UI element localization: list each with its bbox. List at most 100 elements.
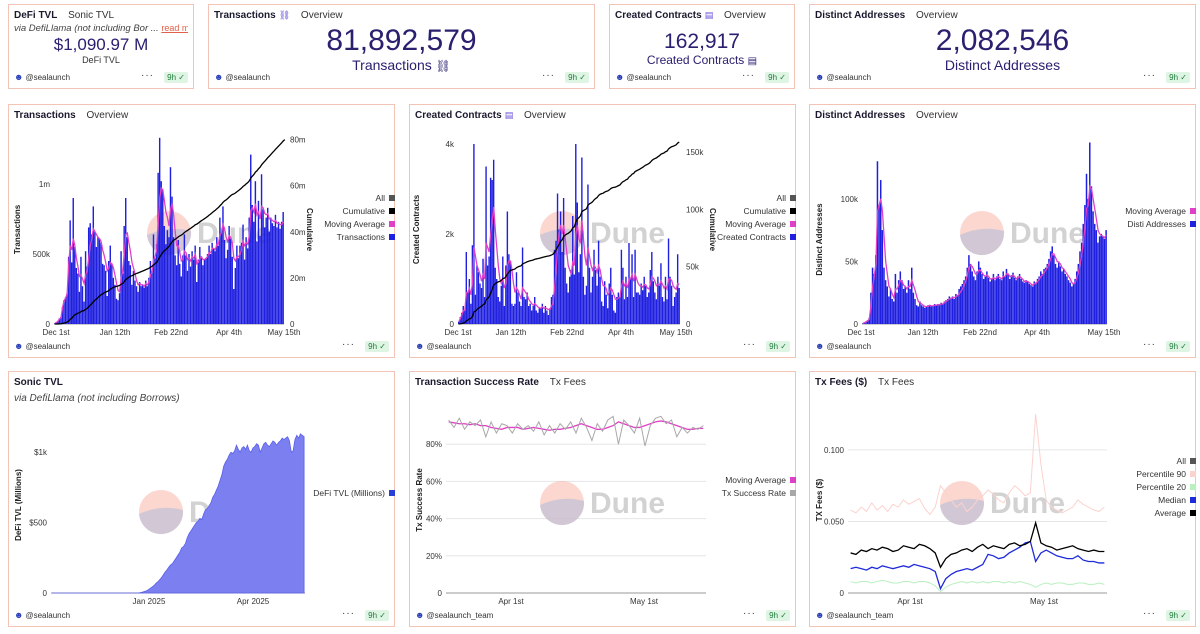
bar <box>865 321 867 324</box>
card-header: Transactions ⛓ Overview <box>214 10 589 26</box>
more-options-icon[interactable]: ··· <box>1143 70 1156 81</box>
counter-label-text: Created Contracts <box>646 53 745 67</box>
more-options-icon[interactable]: ··· <box>342 608 355 619</box>
bar <box>276 227 278 324</box>
bar <box>1100 233 1102 324</box>
author-link[interactable]: ☻ @sealaunch <box>14 72 70 82</box>
more-options-icon[interactable]: ··· <box>141 70 154 81</box>
tab-overview[interactable]: Overview <box>916 10 958 21</box>
bar <box>550 297 553 324</box>
more-options-icon[interactable]: ··· <box>342 339 355 350</box>
tab-overview[interactable]: Overview <box>916 110 958 121</box>
card-footer: ☻ @sealaunch ··· 9h ✓ <box>615 70 789 84</box>
more-options-icon[interactable]: ··· <box>1143 608 1156 619</box>
author-link[interactable]: ☻ @sealaunch <box>14 341 70 351</box>
tab-sonic-tvl[interactable]: Sonic TVL <box>68 10 115 21</box>
bar <box>1103 238 1106 324</box>
bar <box>588 267 591 324</box>
y-tick-label: 20% <box>426 552 442 561</box>
tab-overview[interactable]: Overview <box>524 110 566 121</box>
bar <box>573 274 575 324</box>
bar <box>95 247 98 324</box>
tab-overview[interactable]: Overview <box>300 10 343 21</box>
more-options-icon[interactable]: ··· <box>542 70 555 81</box>
bar <box>611 294 613 324</box>
bar <box>997 273 1000 324</box>
more-options-icon[interactable]: ··· <box>742 70 755 81</box>
tab-overview[interactable]: Overview <box>86 110 129 121</box>
author-link[interactable]: ☻ @sealaunch <box>815 341 871 351</box>
bar <box>541 303 544 324</box>
bar <box>491 180 493 324</box>
legend-swatch <box>790 477 796 483</box>
author-link[interactable]: ☻ @sealaunch <box>214 72 270 82</box>
check-icon: ✓ <box>1180 73 1187 82</box>
bar <box>953 298 955 324</box>
bar <box>169 167 172 324</box>
bar <box>607 308 609 324</box>
bar <box>884 280 887 324</box>
bar <box>1009 278 1011 324</box>
bar <box>632 297 635 324</box>
bar <box>196 282 198 324</box>
bar <box>945 300 947 324</box>
author-avatar-icon: ☻ <box>14 341 24 351</box>
bar <box>1085 173 1088 324</box>
more-options-icon[interactable]: ··· <box>743 339 756 350</box>
bar <box>69 220 71 324</box>
read-more-link[interactable]: read more <box>161 23 188 33</box>
badge-text: 9h <box>1169 73 1179 82</box>
bar <box>572 216 574 324</box>
card-footer: ☻ @sealaunch ··· 9h ✓ <box>14 339 389 353</box>
bar <box>106 296 108 324</box>
bar <box>594 270 597 324</box>
y-tick-label: 4k <box>446 140 455 149</box>
bar <box>1061 271 1063 324</box>
bar <box>619 297 621 324</box>
bar <box>137 291 139 324</box>
bar <box>1022 281 1024 324</box>
bar <box>129 265 132 324</box>
bar <box>958 288 960 324</box>
legend-swatch <box>1190 484 1196 490</box>
legend-swatch <box>389 490 395 496</box>
bar <box>538 308 540 324</box>
bar <box>558 229 560 324</box>
bar <box>482 258 484 324</box>
more-options-icon[interactable]: ··· <box>743 608 756 619</box>
bar <box>569 276 571 324</box>
bar <box>216 237 218 324</box>
legend-entry: All <box>1177 456 1187 466</box>
author-link[interactable]: ☻ @sealaunch_team <box>815 610 893 620</box>
bar <box>77 273 79 324</box>
tab-overview[interactable]: Overview <box>724 10 766 21</box>
legend-entry: Cumulative <box>342 206 385 216</box>
bar <box>527 306 530 324</box>
bar <box>911 267 913 324</box>
bar <box>1049 251 1052 324</box>
y2-tick-label: 40m <box>290 228 306 237</box>
bar <box>461 312 463 324</box>
bar <box>565 283 568 324</box>
bar <box>951 296 954 324</box>
badge-text: 9h <box>1169 342 1179 351</box>
y-axis-title: Transactions <box>13 204 22 254</box>
bar <box>1062 268 1065 324</box>
tab-tx-fees[interactable]: Tx Fees <box>878 377 915 388</box>
bar <box>960 286 962 324</box>
tvl-counter-card: DeFi TVL Sonic TVL via DefiLlama (not in… <box>8 4 194 89</box>
bar <box>637 292 639 324</box>
tab-tx-fees[interactable]: Tx Fees <box>549 377 586 388</box>
bar <box>467 292 469 324</box>
author-link[interactable]: ☻ @sealaunch <box>415 341 471 351</box>
author-link[interactable]: ☻ @sealaunch <box>14 610 70 620</box>
bar <box>862 323 864 324</box>
more-options-icon[interactable]: ··· <box>1143 339 1156 350</box>
check-icon: ✓ <box>779 73 786 82</box>
author-link[interactable]: ☻ @sealaunch <box>815 72 871 82</box>
bar <box>103 265 105 324</box>
y-tick-label: 0 <box>46 320 51 329</box>
author-link[interactable]: ☻ @sealaunch_team <box>415 610 493 620</box>
bar <box>233 289 235 324</box>
author-link[interactable]: ☻ @sealaunch <box>615 72 671 82</box>
